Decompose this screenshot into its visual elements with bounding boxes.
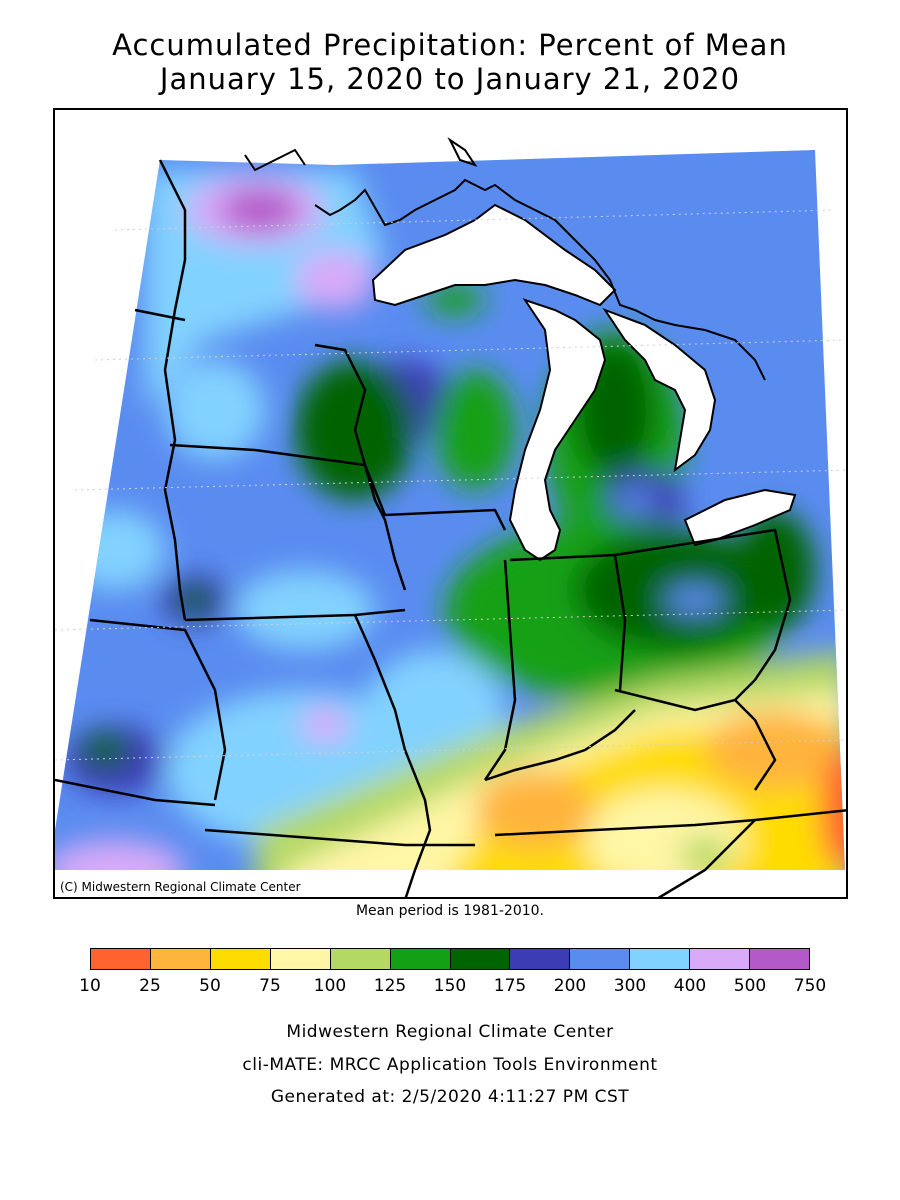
footer-generated: Generated at: 2/5/2020 4:11:27 PM CST (270, 1087, 630, 1107)
legend-swatch (150, 949, 211, 969)
footer-tool: cli-MATE: MRCC Application Tools Environ… (242, 1055, 658, 1075)
precipitation-map: (C) Midwestern Regional Climate Center (53, 108, 848, 899)
legend-swatch (750, 949, 810, 969)
color-legend (90, 948, 810, 970)
legend-tick-label: 750 (793, 976, 827, 996)
legend-tick-label: 75 (259, 976, 281, 996)
mean-period-note: Mean period is 1981-2010. (355, 903, 545, 919)
state-boundaries (55, 159, 846, 897)
map-title-line-1: Accumulated Precipitation: Percent of Me… (112, 28, 788, 62)
legend-tick-label: 400 (673, 976, 707, 996)
legend-swatch (390, 949, 451, 969)
legend-swatch (210, 949, 271, 969)
legend-tick-label: 200 (553, 976, 587, 996)
copyright-notice: (C) Midwestern Regional Climate Center (57, 879, 304, 895)
legend-swatch (570, 949, 631, 969)
legend-tick-label: 150 (433, 976, 467, 996)
great-lakes (371, 203, 797, 562)
legend-swatch (450, 949, 511, 969)
legend-tick-label: 50 (199, 976, 221, 996)
graticule (55, 209, 846, 761)
legend-swatch (91, 949, 151, 969)
map-title-line-2: January 15, 2020 to January 21, 2020 (159, 62, 741, 96)
legend-tick-label: 100 (313, 976, 347, 996)
legend-tick-label: 175 (493, 976, 527, 996)
legend-swatch (330, 949, 391, 969)
legend-swatch (510, 949, 571, 969)
map-graphic (55, 137, 846, 897)
legend-tick-label: 300 (613, 976, 647, 996)
coastlines (244, 137, 766, 381)
legend-swatch (690, 949, 751, 969)
footer-org: Midwestern Regional Climate Center (286, 1022, 614, 1042)
legend-swatch (270, 949, 331, 969)
legend-tick-label: 500 (733, 976, 767, 996)
legend-tick-labels: 10 25 50 75 100 125 150 175 200 300 400 500 750 (0, 976, 900, 1000)
legend-tick-label: 25 (139, 976, 161, 996)
legend-tick-label: 125 (373, 976, 407, 996)
legend-tick-label: 10 (79, 976, 101, 996)
legend-swatch (630, 949, 691, 969)
